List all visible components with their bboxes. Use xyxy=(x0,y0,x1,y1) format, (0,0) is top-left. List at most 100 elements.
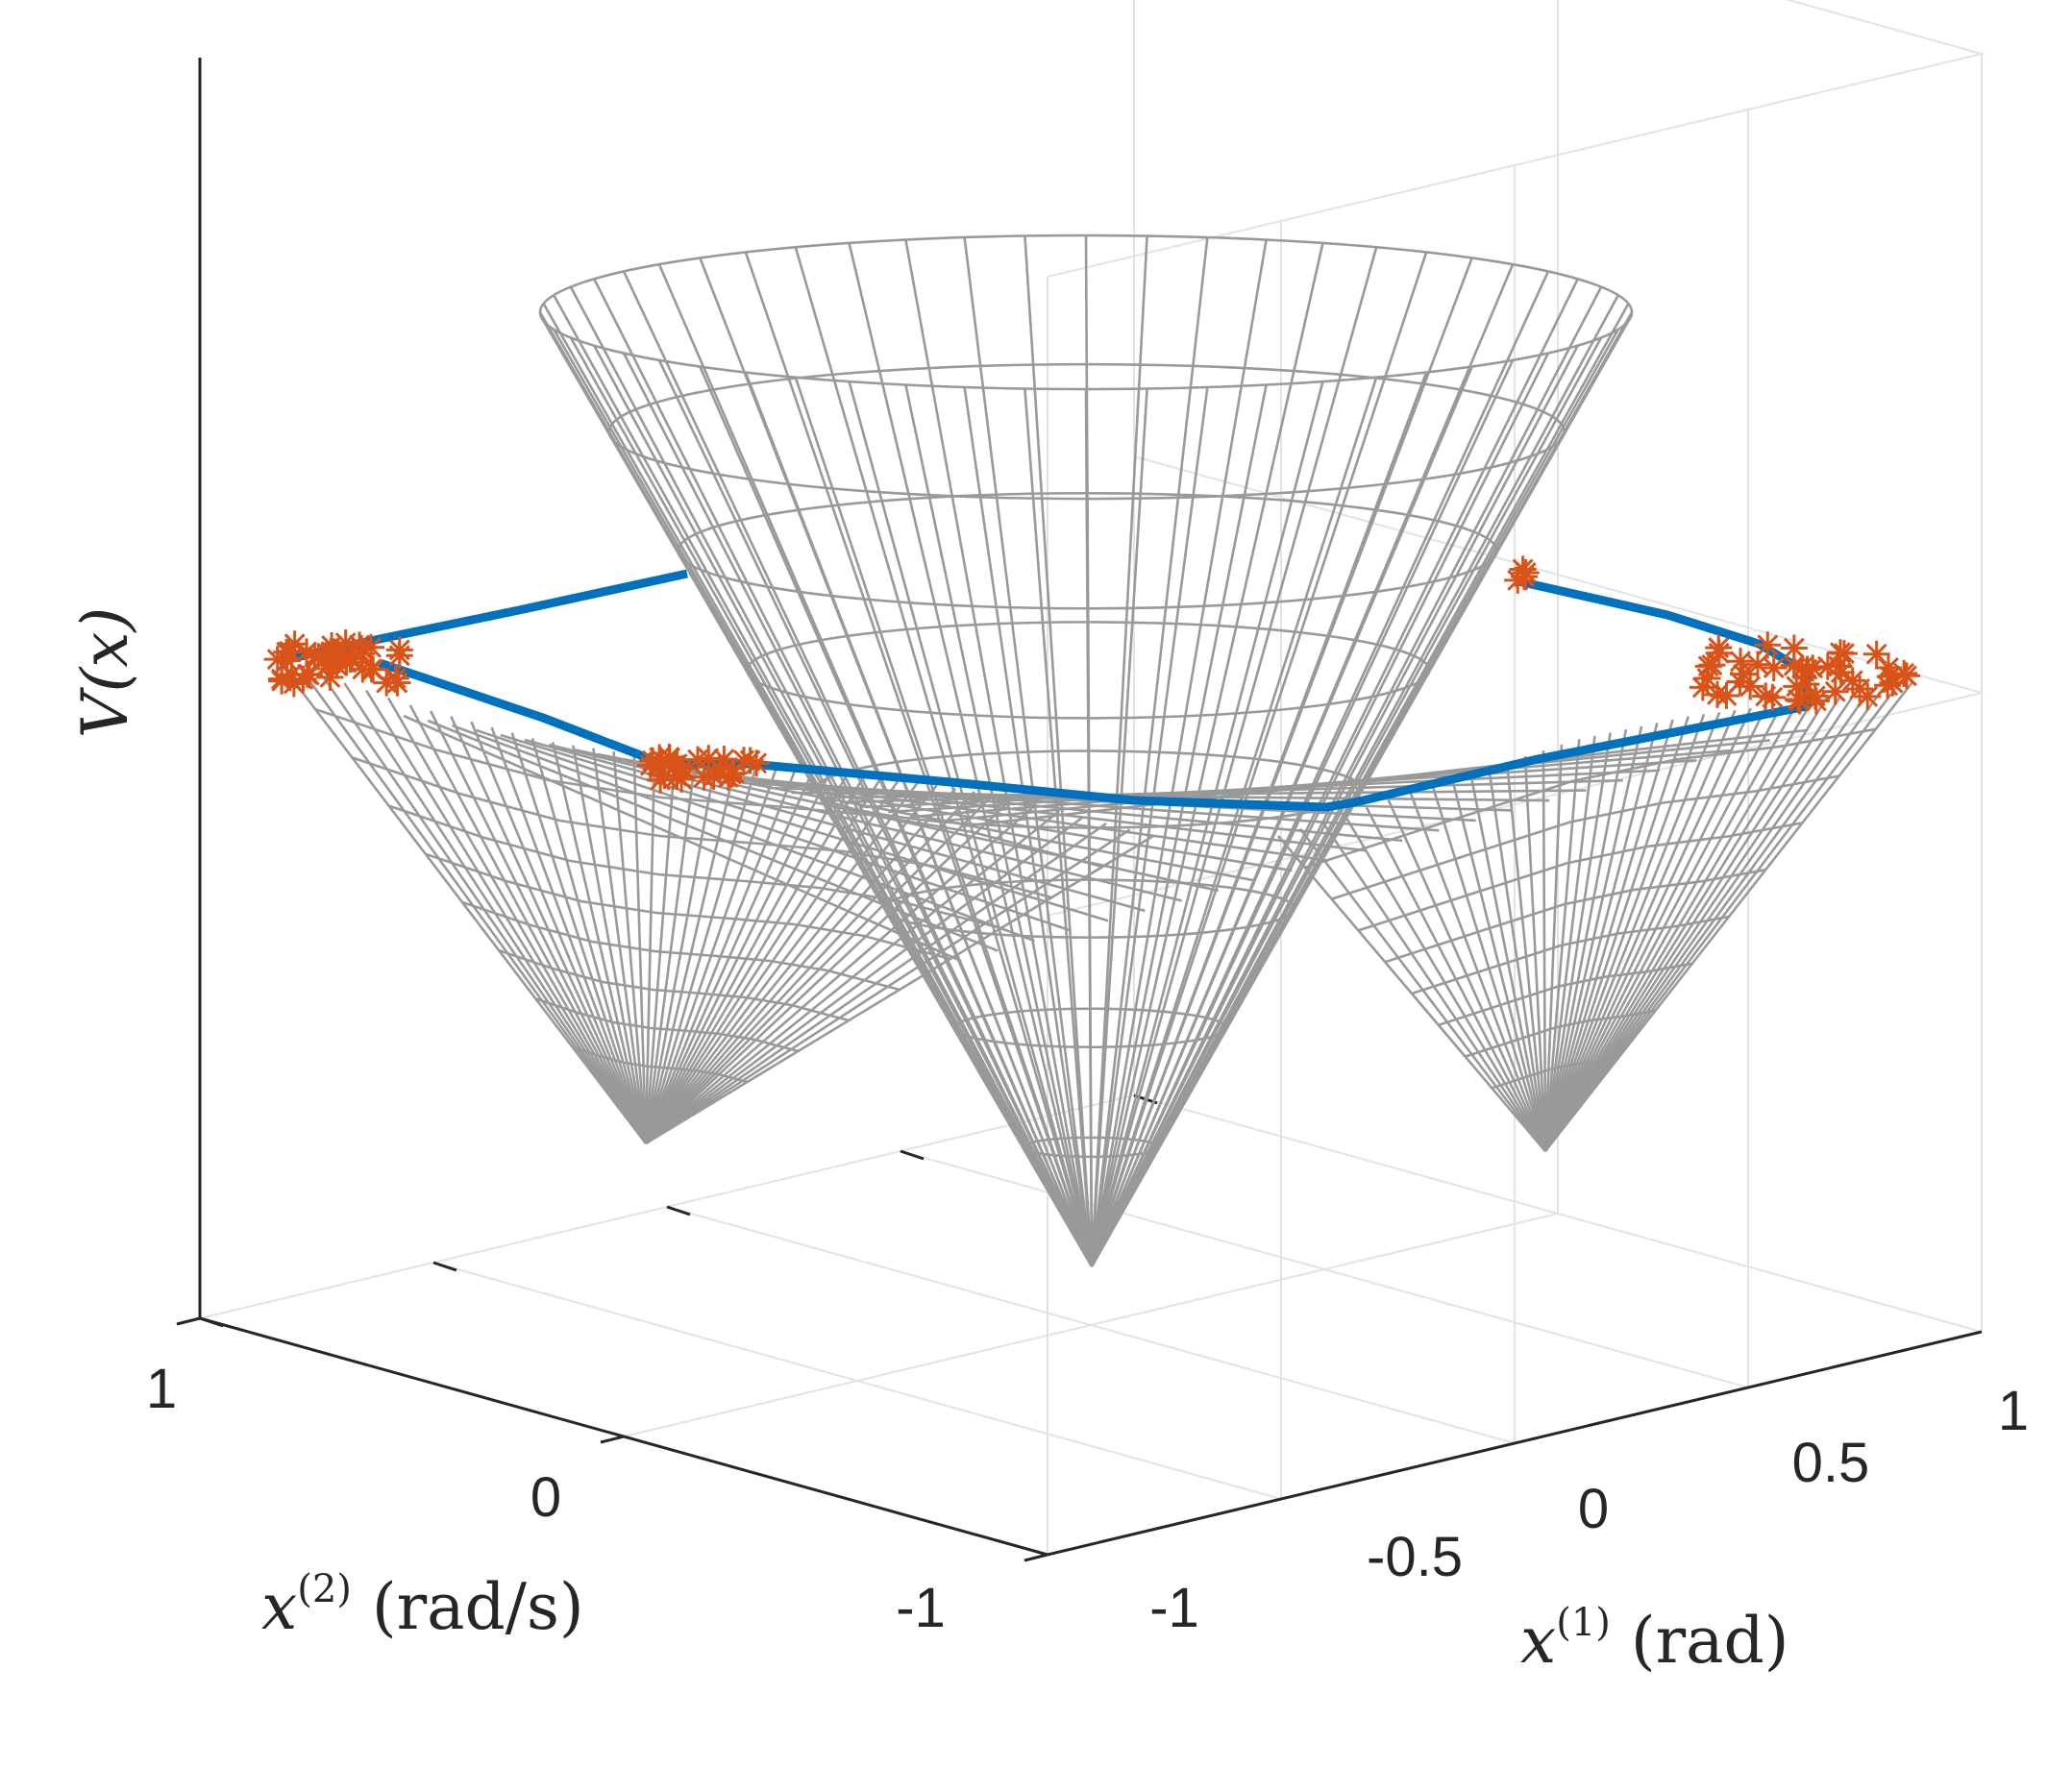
asterisk-marker xyxy=(304,646,326,668)
x-tick-label: 0 xyxy=(1578,1478,1609,1540)
mesh-ring xyxy=(1021,1136,1161,1159)
asterisk-marker xyxy=(296,641,317,663)
asterisk-marker xyxy=(341,648,363,670)
x-tick-mark xyxy=(432,1261,457,1272)
y-tick-mark xyxy=(1024,1553,1048,1562)
mesh-line xyxy=(500,733,1109,922)
x-axis-label: x(1) (rad) xyxy=(1520,1601,1789,1678)
mesh-ring xyxy=(677,491,1498,610)
asterisk-marker xyxy=(279,640,301,662)
x-tick-label: -1 xyxy=(1149,1577,1199,1639)
x-axis-label-sup: (1) xyxy=(1556,1601,1611,1645)
asterisk-marker xyxy=(1507,569,1529,591)
grid-line xyxy=(1047,455,1986,917)
asterisk-marker xyxy=(1729,671,1751,693)
asterisk-marker xyxy=(1730,651,1751,673)
asterisk-marker xyxy=(1708,642,1730,664)
y-tick-mark xyxy=(600,1435,625,1444)
y-tick-mark xyxy=(176,1316,201,1326)
asterisk-marker xyxy=(687,749,708,771)
y-axis-label-unit: (rad/s) xyxy=(352,1570,584,1644)
asterisk-marker xyxy=(1877,656,1899,678)
mesh-ring xyxy=(1304,727,1877,870)
mesh-ring xyxy=(608,1093,698,1115)
asterisk-marker xyxy=(1816,655,1838,677)
y-axis-label-var: x xyxy=(261,1570,297,1644)
mesh-ring xyxy=(534,997,799,1053)
mesh-line xyxy=(524,738,1146,913)
mesh-line xyxy=(403,714,962,963)
x-axis-label-var: x xyxy=(1520,1604,1556,1678)
mesh-ring xyxy=(883,878,1296,939)
grid-lines xyxy=(199,0,1986,1556)
z-axis-label: V(x) xyxy=(68,607,142,738)
x-tick-label: -0.5 xyxy=(1367,1526,1463,1588)
grid-line xyxy=(623,1213,1559,1437)
asterisk-marker xyxy=(321,650,343,672)
mesh-ring xyxy=(388,804,1001,930)
asterisk-marker xyxy=(388,645,410,667)
x-axis-line xyxy=(1047,1330,1983,1557)
asterisk-marker xyxy=(384,667,407,689)
asterisk-marker xyxy=(646,754,668,776)
mesh-ring xyxy=(498,948,850,1022)
mesh-ring xyxy=(1331,774,1839,900)
mesh-ring xyxy=(1438,962,1693,1027)
asterisk-marker xyxy=(334,632,357,654)
asterisk-marker xyxy=(1757,634,1779,656)
x-tick-mark xyxy=(666,1205,691,1216)
asterisk-marker xyxy=(1879,666,1901,688)
asterisk-marker xyxy=(1805,690,1827,712)
mesh-ring xyxy=(1491,1056,1619,1090)
mesh-ring xyxy=(1411,915,1730,995)
asterisk-marker xyxy=(703,765,725,787)
asterisk-marker xyxy=(1783,654,1805,676)
level-curve-segment xyxy=(378,658,1808,812)
asterisk-marker xyxy=(1824,680,1846,702)
mesh-ring xyxy=(1357,822,1803,932)
asterisk-marker xyxy=(1865,643,1887,665)
x-tick-labels: -1 -0.5 0 0.5 1 xyxy=(1149,1380,2029,1639)
mesh-ring xyxy=(1465,1009,1656,1058)
asterisk-marker xyxy=(1788,690,1811,712)
mesh-ring xyxy=(745,621,1431,720)
y-tick-labels: 1 0 -1 xyxy=(146,1358,946,1639)
surface-mesh xyxy=(277,233,1914,1267)
x-axis-label-unit: (rad) xyxy=(1611,1604,1789,1678)
mesh-ring xyxy=(1517,1102,1583,1121)
mesh-ring xyxy=(607,362,1566,501)
asterisk-marker xyxy=(1697,655,1719,677)
asterisk-marker xyxy=(1755,685,1777,707)
mesh-ring xyxy=(1384,868,1766,964)
sample-markers xyxy=(263,555,1921,794)
mesh-line xyxy=(476,728,1073,932)
y-axis-label-sup: (2) xyxy=(297,1567,352,1611)
asterisk-marker xyxy=(1746,653,1768,675)
asterisk-marker xyxy=(360,658,382,680)
x-tick-label: 0.5 xyxy=(1792,1432,1870,1494)
asterisk-marker xyxy=(658,747,680,768)
mesh-ring xyxy=(952,1007,1228,1049)
y-axis-label: x(2) (rad/s) xyxy=(261,1567,584,1644)
x-tick-label: 1 xyxy=(1998,1380,2029,1442)
mesh-ring xyxy=(461,900,900,992)
asterisk-marker xyxy=(1893,662,1915,684)
mesh-line xyxy=(427,719,999,952)
mesh-ring xyxy=(572,1045,748,1084)
y-tick-label: -1 xyxy=(896,1577,946,1639)
asterisk-marker xyxy=(1783,637,1805,659)
x-tick-mark xyxy=(900,1149,925,1161)
mesh-line xyxy=(960,728,1808,828)
asterisk-marker xyxy=(266,649,288,671)
asterisk-marker xyxy=(713,749,735,771)
asterisk-marker xyxy=(1833,643,1855,665)
mesh-line xyxy=(451,724,1035,943)
asterisk-marker xyxy=(1796,658,1818,680)
asterisk-marker xyxy=(733,749,754,772)
asterisk-marker xyxy=(360,636,382,658)
asterisk-marker xyxy=(1763,657,1785,678)
asterisk-marker xyxy=(319,666,341,688)
y-tick-label: 1 xyxy=(146,1358,177,1420)
x-tick-mark xyxy=(199,1316,224,1328)
